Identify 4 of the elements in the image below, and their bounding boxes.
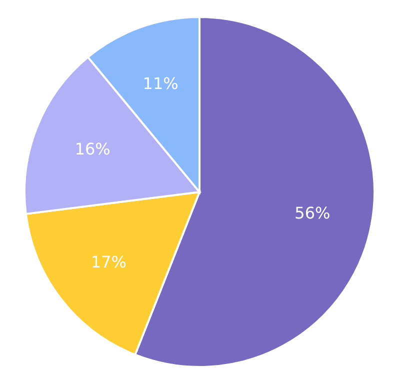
data-label: 56% bbox=[294, 204, 330, 223]
data-label: 17% bbox=[90, 252, 126, 272]
data-label: 16% bbox=[74, 140, 110, 159]
data-label: 11% bbox=[142, 74, 178, 93]
